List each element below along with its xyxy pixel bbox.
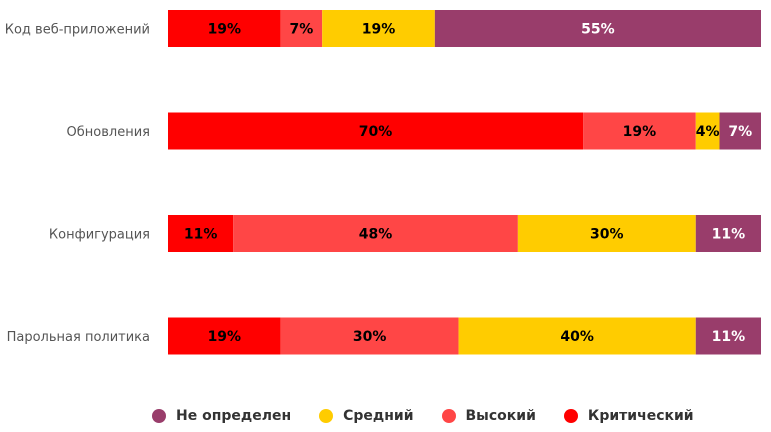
category-label: Обновления (67, 125, 150, 140)
data-label: 11% (712, 329, 746, 345)
legend-dot-icon (563, 409, 578, 423)
bar-segment (695, 317, 761, 355)
bar-segment (695, 112, 720, 150)
bar-segment (517, 215, 696, 252)
category-label: Парольная политика (7, 330, 150, 345)
bar-segment (168, 215, 234, 252)
legend-dot-icon (152, 409, 166, 423)
category-label: Конфигурация (49, 228, 150, 243)
bar-segment (458, 317, 696, 355)
legend-item[interactable]: Критический (563, 408, 694, 424)
legend-item[interactable]: Не определен (152, 408, 291, 424)
data-label: 19% (362, 22, 396, 38)
bar-segment (695, 215, 761, 252)
data-label: 7% (290, 22, 314, 38)
data-label: 19% (208, 22, 242, 38)
bar-segment (168, 112, 584, 150)
bar-segment (280, 317, 459, 355)
data-label: 19% (623, 124, 657, 140)
legend-dot-icon (319, 409, 334, 423)
data-label: 48% (359, 227, 393, 243)
legend-label: Высокий (465, 408, 536, 424)
data-label: 4% (696, 124, 720, 140)
bar-segment (233, 215, 518, 252)
legend-label: Не определен (176, 408, 292, 424)
bar-segment (322, 10, 435, 47)
data-label: 40% (560, 329, 594, 345)
bar-segment (583, 112, 696, 150)
bar-segment (719, 112, 761, 150)
bar-segment (280, 10, 323, 47)
bar-segment (168, 317, 281, 355)
data-label: 55% (581, 22, 615, 38)
data-label: 11% (184, 227, 218, 243)
data-label: 19% (208, 329, 242, 345)
legend-dot-icon (441, 409, 456, 423)
legend: Не определен Средний Высокий Критический (152, 408, 722, 424)
data-label: 11% (712, 227, 746, 243)
bar-segment (168, 10, 281, 47)
data-label: 30% (353, 329, 387, 345)
legend-item[interactable]: Высокий (441, 408, 536, 424)
legend-label: Критический (587, 408, 694, 424)
data-label: 7% (728, 124, 752, 140)
data-label: 70% (359, 124, 393, 140)
data-label: 30% (590, 227, 624, 243)
category-label: Код веб-приложений (5, 23, 150, 38)
legend-item[interactable]: Средний (319, 408, 414, 424)
bar-segment (434, 10, 761, 47)
legend-label: Средний (343, 408, 414, 424)
